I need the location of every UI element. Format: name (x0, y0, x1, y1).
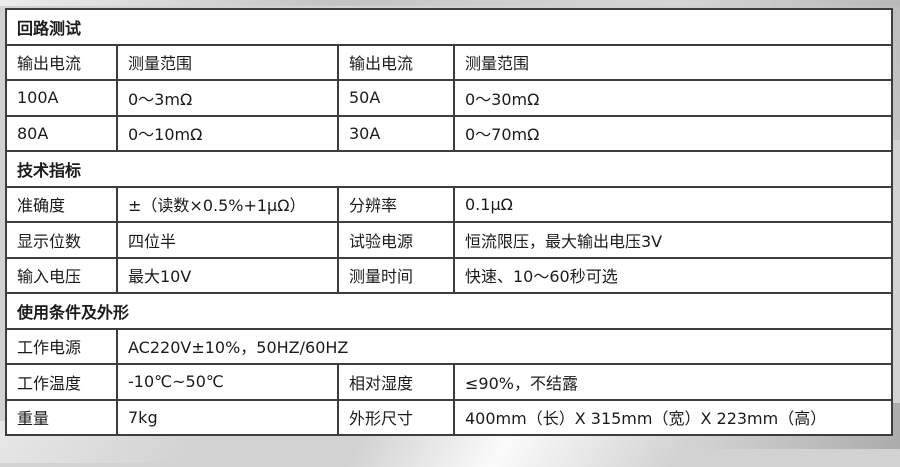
spec-value-display-digits: 四位半 (116, 221, 339, 259)
spec-value-cell: 50A (337, 79, 455, 117)
loop-test-row-80a: 80A 0～10mΩ 30A 0～70mΩ (5, 114, 894, 152)
spec-value-measure-time: 快速、10～60秒可选 (452, 256, 894, 294)
spec-value-input-voltage: 最大10V (116, 256, 339, 294)
column-header-output-current-1: 输出电流 (5, 43, 118, 81)
section-header-row-conditions: 使用条件及外形 (4, 292, 894, 330)
spec-value-cell: 30A (337, 114, 455, 152)
spec-value-test-power: 恒流限压，最大输出电压3V (452, 221, 894, 259)
spec-label-input-voltage: 输入电压 (5, 256, 118, 294)
loop-test-row-100a: 100A 0～3mΩ 50A 0～30mΩ (5, 79, 894, 117)
section-header-row-tech-specs: 技术指标 (4, 150, 894, 188)
spec-value-cell: 0～30mΩ (452, 79, 894, 117)
spec-value-relative-humidity: ≤90%，不结露 (452, 363, 894, 401)
section-header-tech-specs: 技术指标 (4, 150, 894, 188)
spec-label-dimensions: 外形尺寸 (337, 398, 455, 436)
section-header-conditions: 使用条件及外形 (4, 292, 894, 330)
spec-label-working-temperature: 工作温度 (5, 363, 118, 401)
spec-value-cell: 0～3mΩ (116, 79, 339, 117)
spec-label-display-digits: 显示位数 (5, 221, 118, 259)
spec-label-relative-humidity: 相对湿度 (337, 363, 455, 401)
loop-test-column-header-row: 输出电流 测量范围 输出电流 测量范围 (5, 43, 894, 81)
spec-label-weight: 重量 (5, 398, 118, 436)
spec-value-dimensions: 400mm（长）X 315mm（宽）X 223mm（高） (452, 398, 894, 436)
section-header-row-loop-test: 回路测试 (4, 8, 894, 46)
spec-label-measure-time: 测量时间 (337, 256, 455, 294)
spec-value-cell: 0～10mΩ (116, 114, 339, 152)
spec-table: 回路测试 输出电流 测量范围 输出电流 测量范围 100A 0～3mΩ 50A … (4, 8, 894, 436)
spec-label-resolution: 分辨率 (337, 185, 455, 223)
column-header-measure-range-2: 测量范围 (452, 43, 894, 81)
spec-label-working-power: 工作电源 (5, 327, 118, 365)
tech-specs-row-accuracy: 准确度 ±（读数×0.5%+1μΩ） 分辨率 0.1μΩ (5, 185, 894, 223)
column-header-output-current-2: 输出电流 (337, 43, 455, 81)
tech-specs-row-display-digits: 显示位数 四位半 试验电源 恒流限压，最大输出电压3V (5, 221, 894, 259)
column-header-measure-range-1: 测量范围 (116, 43, 339, 81)
spec-value-accuracy: ±（读数×0.5%+1μΩ） (116, 185, 339, 223)
spec-value-cell: 100A (5, 79, 118, 117)
background-top-highlight (0, 0, 900, 6)
section-header-loop-test: 回路测试 (4, 8, 894, 46)
spec-value-resolution: 0.1μΩ (452, 185, 894, 223)
spec-label-test-power: 试验电源 (337, 221, 455, 259)
conditions-row-working-power: 工作电源 AC220V±10%，50HZ/60HZ (5, 327, 894, 365)
spec-value-cell: 80A (5, 114, 118, 152)
spec-value-weight: 7kg (116, 398, 339, 436)
spec-value-working-temperature: -10℃~50℃ (116, 363, 339, 401)
spec-value-cell: 0～70mΩ (452, 114, 894, 152)
tech-specs-row-input-voltage: 输入电压 最大10V 测量时间 快速、10～60秒可选 (5, 256, 894, 294)
conditions-row-temperature: 工作温度 -10℃~50℃ 相对湿度 ≤90%，不结露 (5, 363, 894, 401)
spec-value-working-power: AC220V±10%，50HZ/60HZ (115, 327, 894, 365)
conditions-row-weight: 重量 7kg 外形尺寸 400mm（长）X 315mm（宽）X 223mm（高） (5, 398, 894, 436)
spec-label-accuracy: 准确度 (5, 185, 118, 223)
